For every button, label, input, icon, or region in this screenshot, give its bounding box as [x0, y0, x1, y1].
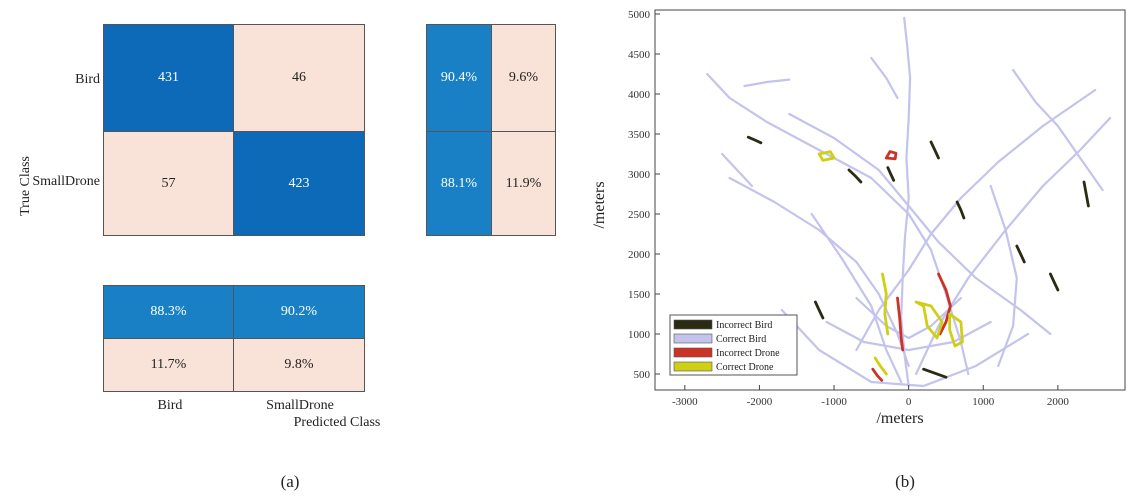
correct-bird-track-7: [989, 184, 1018, 368]
y-tick-label-8: 4500: [628, 49, 651, 61]
plot-b-ylabel: /meters: [591, 181, 608, 229]
col-summary-bird-incorrect: 11.7%: [103, 338, 234, 392]
legend-swatch-2: [673, 347, 713, 358]
y-tick-label-0: 500: [634, 369, 651, 381]
incorrect-bird-track-5: [1015, 244, 1026, 264]
incorrect-bird-track-0: [746, 135, 763, 145]
incorrect-drone-track-3: [871, 367, 884, 382]
legend-swatch-1: [673, 333, 713, 344]
correct-bird-track-6: [810, 212, 903, 384]
y-tick-label-2: 1500: [628, 289, 651, 301]
legend-swatch-0: [673, 319, 713, 330]
incorrect-bird-track-6: [1082, 180, 1090, 208]
y-tick-label-9: 5000: [628, 9, 651, 21]
x-axis-label: Predicted Class: [293, 415, 381, 430]
row-label-smalldrone: SmallDrone: [32, 174, 100, 189]
legend-label-0: Incorrect Bird: [716, 320, 772, 331]
caption-a: (a): [280, 472, 300, 491]
col-summary-smalldrone-incorrect: 9.8%: [233, 338, 365, 392]
correct-bird-track-12: [1012, 68, 1104, 192]
y-tick-label-1: 1000: [628, 329, 651, 341]
col-summary-bird-correct: 88.3%: [103, 285, 234, 339]
y-tick-label-5: 3000: [628, 169, 651, 181]
correct-bird-track-10: [780, 308, 1030, 388]
row-summary-smalldrone-correct: 88.1%: [426, 131, 492, 236]
legend-label-2: Incorrect Drone: [716, 348, 780, 359]
incorrect-drone-track-1: [896, 296, 905, 352]
incorrect-bird-track-7: [814, 300, 825, 320]
correct-drone-track-1: [914, 300, 944, 340]
cm-cell-bird-bird: 431: [103, 24, 234, 132]
correct-bird-track-11: [743, 78, 791, 88]
correct-bird-track-13: [721, 152, 754, 188]
correct-bird-track-1: [788, 112, 1052, 336]
y-tick-label-4: 2500: [628, 209, 651, 221]
row-summary-bird-correct: 90.4%: [426, 24, 492, 132]
correct-drone-track-2: [881, 272, 890, 336]
col-label-smalldrone: SmallDrone: [266, 398, 334, 413]
y-tick-label-7: 4000: [628, 89, 651, 101]
y-tick-label-3: 2000: [628, 249, 651, 261]
correct-bird-track-14: [870, 56, 899, 100]
incorrect-drone-track-2: [937, 272, 952, 336]
legend-label-1: Correct Bird: [716, 334, 766, 345]
correct-drone-track-4: [873, 356, 888, 376]
correct-bird-track-5: [915, 116, 1112, 376]
cm-cell-bird-smalldrone: 46: [233, 24, 365, 132]
col-label-bird: Bird: [157, 398, 183, 413]
cm-cell-smalldrone-bird: 57: [103, 131, 234, 236]
correct-bird-track-4: [728, 176, 910, 368]
x-tick-label-3: 0: [906, 396, 912, 408]
x-tick-label-4: 1000: [972, 396, 995, 408]
incorrect-bird-track-9: [922, 367, 948, 379]
row-label-bird: Bird: [75, 72, 100, 87]
correct-drone-track-0: [817, 150, 836, 162]
y-tick-label-6: 3500: [628, 129, 651, 141]
x-tick-label-2: -1000: [821, 396, 847, 408]
legend-swatch-3: [673, 361, 713, 372]
row-summary-smalldrone-incorrect: 11.9%: [491, 131, 556, 236]
legend-label-3: Correct Drone: [716, 362, 774, 373]
incorrect-bird-track-4: [955, 200, 966, 220]
correct-bird-track-8: [825, 320, 992, 352]
incorrect-bird-track-1: [847, 168, 863, 184]
caption-b: (b): [895, 472, 915, 491]
incorrect-drone-track-0: [884, 150, 898, 161]
incorrect-bird-track-2: [886, 166, 896, 182]
correct-bird-track-2: [900, 16, 912, 388]
x-tick-label-0: -3000: [672, 396, 698, 408]
cm-cell-smalldrone-smalldrone: 423: [233, 131, 365, 236]
x-tick-label-1: -2000: [747, 396, 773, 408]
incorrect-bird-track-3: [929, 140, 940, 160]
incorrect-bird-track-8: [1049, 272, 1060, 292]
correct-drone-track-3: [948, 312, 964, 348]
correct-bird-track-9: [855, 296, 962, 340]
row-summary-bird-incorrect: 9.6%: [491, 24, 556, 132]
plot-b-xlabel: /meters: [876, 410, 924, 427]
plot-b-axes: [654, 9, 1126, 391]
x-tick-label-5: 2000: [1047, 396, 1070, 408]
